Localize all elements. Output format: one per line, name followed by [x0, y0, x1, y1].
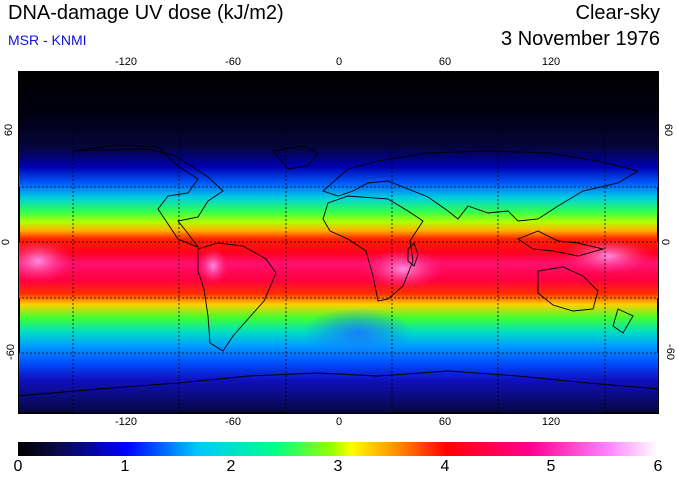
madagascar-coast	[407, 242, 419, 267]
frame-tick-marks	[18, 71, 659, 414]
coastlines	[18, 144, 659, 397]
lat-label-left: -60	[4, 344, 17, 360]
new-zealand-coast	[612, 308, 634, 334]
lat-label-left: 0	[0, 238, 13, 246]
north-america-coast	[72, 144, 224, 248]
colorbar-tick-label: 3	[333, 458, 343, 475]
uv-dose-world-map	[18, 71, 659, 414]
colorbar-tick-label: 6	[653, 458, 663, 475]
lat-label-right: 0	[659, 238, 672, 246]
lon-label-top: -120	[114, 56, 138, 68]
high-dose-patch	[363, 249, 443, 289]
map-title: DNA-damage UV dose (kJ/m2)	[8, 2, 284, 24]
lon-label-top: 0	[335, 56, 343, 68]
lat-label-left: 60	[3, 123, 16, 137]
high-dose-patch	[563, 238, 653, 274]
antarctica-coast	[18, 370, 659, 397]
eurasia-coast	[322, 150, 640, 222]
colorbar-tick-label: 0	[13, 458, 23, 475]
colorbar-tick-label: 4	[440, 458, 450, 475]
africa-coast	[322, 195, 424, 302]
date-label: 3 November 1976	[501, 28, 660, 50]
indonesia-coast	[517, 230, 605, 257]
lon-label-top: 120	[541, 56, 561, 68]
colorbar-tick-label: 5	[546, 458, 556, 475]
lon-label-bottom: 0	[335, 416, 343, 428]
lon-label-bottom: -60	[225, 416, 241, 428]
lon-label-bottom: 60	[438, 416, 452, 428]
lat-label-right: -60	[663, 344, 676, 360]
greenland-coast	[272, 145, 319, 170]
lon-label-bottom: 120	[541, 416, 561, 428]
colorbar	[18, 442, 658, 456]
uv-dose-field	[18, 71, 659, 414]
australia-coast	[537, 266, 599, 312]
south-america-coast	[197, 242, 277, 352]
low-dose-patch	[303, 308, 413, 358]
colorbar-tick-label: 1	[120, 458, 130, 475]
sky-condition-label: Clear-sky	[575, 2, 660, 24]
lon-label-top: 60	[438, 56, 452, 68]
high-dose-patch	[198, 248, 228, 284]
graticule	[18, 71, 659, 414]
high-dose-patch	[18, 239, 73, 283]
map-frame	[18, 71, 659, 414]
lon-label-bottom: -120	[114, 416, 138, 428]
source-label: MSR - KNMI	[8, 32, 87, 48]
lat-label-right: 60	[662, 123, 675, 137]
colorbar-tick-label: 2	[226, 458, 236, 475]
lon-label-top: -60	[225, 56, 241, 68]
